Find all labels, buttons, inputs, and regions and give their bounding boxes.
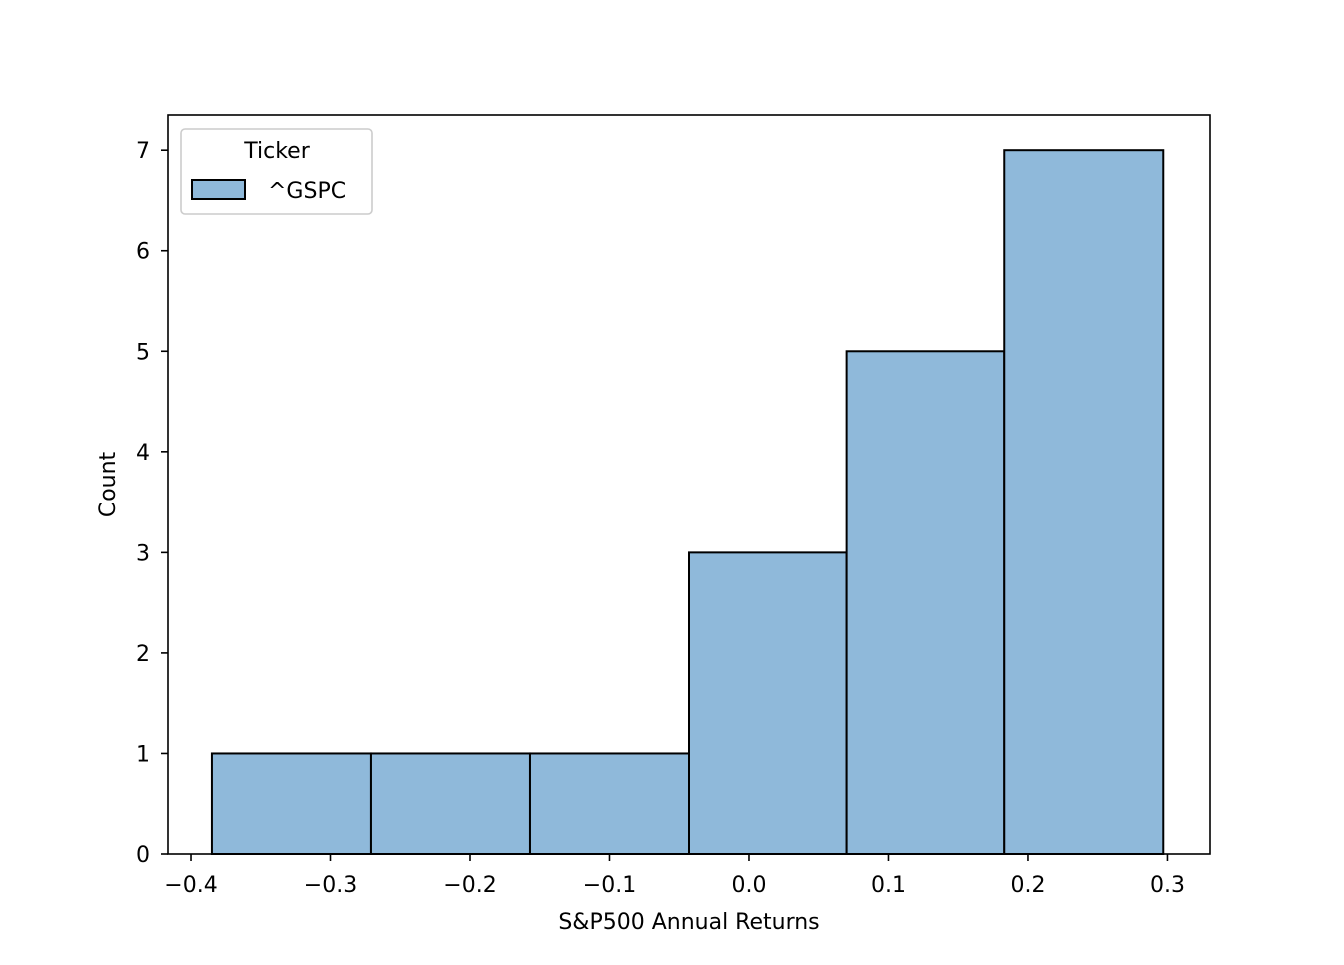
x-ticks-group: −0.4 −0.3 −0.2 −0.1 0.0 0.1 0.2 0.3 [164, 854, 1185, 898]
x-tick-label: 0.0 [731, 873, 766, 898]
x-axis-label: S&P500 Annual Returns [558, 910, 819, 935]
histogram-bar [688, 551, 848, 856]
x-tick-label: 0.1 [871, 873, 906, 898]
y-axis-label: Count [96, 451, 121, 517]
x-tick-label: −0.3 [304, 873, 357, 898]
x-tick-label: 0.2 [1010, 873, 1045, 898]
bars-group [210, 149, 1165, 856]
histogram-bar [528, 752, 690, 856]
legend: Ticker ^GSPC [180, 128, 373, 215]
legend-series-label: ^GSPC [268, 179, 346, 204]
histogram-bar [1003, 149, 1165, 855]
y-tick-label: 1 [136, 742, 150, 767]
legend-title: Ticker [243, 139, 310, 164]
histogram-bar [369, 752, 531, 856]
plot-frame [167, 114, 1211, 855]
y-ticks-group: 0 1 2 3 4 5 6 7 [136, 139, 168, 868]
x-tick-label: −0.1 [583, 873, 636, 898]
histogram-bar [845, 350, 1006, 855]
histogram-bar [210, 752, 372, 856]
y-tick-label: 6 [136, 240, 150, 265]
x-tick-label: −0.4 [164, 873, 217, 898]
y-tick-label: 3 [136, 541, 150, 566]
y-tick-label: 5 [136, 340, 150, 365]
y-tick-label: 7 [136, 139, 150, 164]
y-tick-label: 0 [136, 843, 150, 868]
x-tick-label: −0.2 [443, 873, 496, 898]
legend-swatch [191, 179, 246, 200]
y-tick-label: 4 [136, 441, 150, 466]
x-tick-label: 0.3 [1150, 873, 1185, 898]
y-tick-label: 2 [136, 642, 150, 667]
